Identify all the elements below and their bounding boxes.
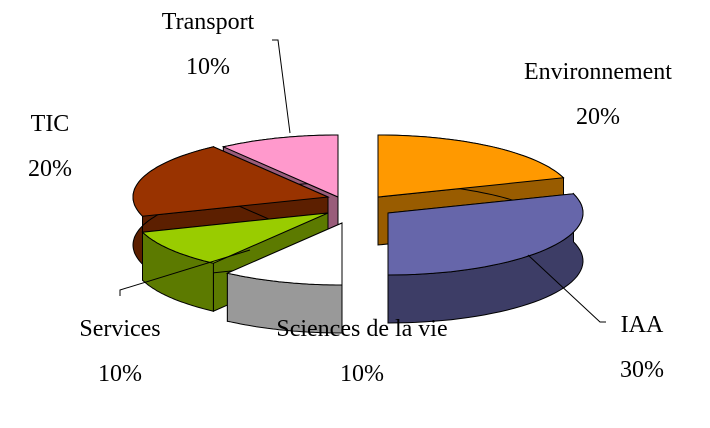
slice xyxy=(141,212,329,264)
slice xyxy=(225,222,343,286)
category-name: TIC xyxy=(30,111,70,137)
slice xyxy=(221,134,339,198)
category-name: Sciences de la vie xyxy=(276,316,448,342)
leader-line xyxy=(272,39,291,134)
category-name: Transport xyxy=(161,9,255,35)
slice-label: Environnement 20% xyxy=(488,50,708,140)
slice xyxy=(387,193,584,276)
slice xyxy=(132,146,330,217)
value-label: 20% xyxy=(576,104,620,130)
leader-lines xyxy=(119,39,606,323)
leader-line xyxy=(119,249,251,296)
category-name: Services xyxy=(79,316,161,342)
value-label: 10% xyxy=(186,54,230,80)
category-name: IAA xyxy=(620,312,664,338)
value-label: 10% xyxy=(340,361,384,387)
slice-label: TIC 20% xyxy=(0,102,100,192)
value-label: 10% xyxy=(98,361,142,387)
leader-line xyxy=(527,254,606,323)
value-label: 20% xyxy=(28,156,72,182)
value-label: 30% xyxy=(620,357,664,383)
slice-label: Transport 10% xyxy=(128,0,288,90)
slice-label: Services 10% xyxy=(50,307,190,397)
slice xyxy=(377,134,565,198)
slice-label: Sciences de la vie 10% xyxy=(272,307,452,397)
category-name: Environnement xyxy=(524,59,672,85)
slices xyxy=(132,134,584,334)
slice-label: IAA 30% xyxy=(582,303,702,393)
